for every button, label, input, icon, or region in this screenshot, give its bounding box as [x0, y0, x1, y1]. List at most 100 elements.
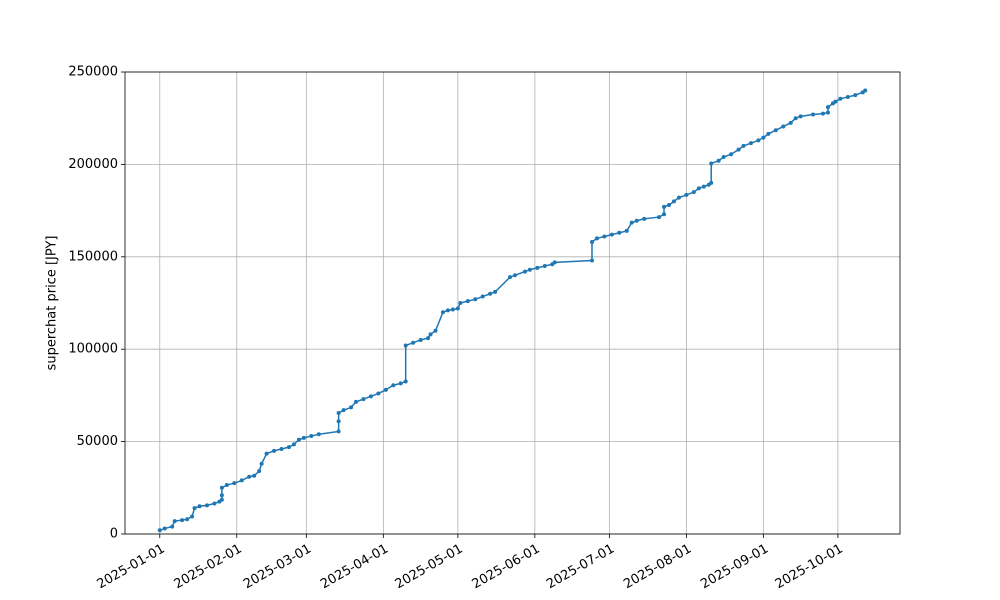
plot-frame — [124, 71, 901, 535]
data-point — [721, 155, 726, 160]
data-point — [602, 234, 607, 239]
data-point — [219, 485, 224, 490]
data-point — [716, 158, 721, 163]
data-point — [349, 405, 354, 410]
data-point — [811, 112, 816, 117]
data-point — [480, 294, 485, 299]
data-point — [232, 481, 237, 486]
data-point — [301, 435, 306, 440]
data-point — [662, 212, 667, 217]
data-point — [157, 528, 162, 533]
x-tick-label: 2025-06-01 — [470, 542, 543, 593]
data-point — [729, 152, 734, 157]
x-tick-label: 2025-08-01 — [621, 542, 694, 593]
data-point — [609, 232, 614, 237]
x-tick-label: 2025-10-01 — [773, 542, 846, 593]
data-point — [594, 236, 599, 241]
data-point — [383, 387, 388, 392]
data-point — [617, 230, 622, 235]
data-point — [336, 419, 341, 424]
data-point — [336, 429, 341, 434]
data-point — [259, 461, 264, 466]
data-point — [411, 340, 416, 345]
data-point — [465, 299, 470, 304]
data-point — [440, 310, 445, 315]
y-tick-label: 200000 — [68, 157, 118, 172]
data-point — [219, 497, 224, 502]
data-point — [684, 192, 689, 197]
data-point — [657, 215, 662, 220]
data-point — [825, 105, 830, 110]
data-point — [368, 394, 373, 399]
x-tick-label: 2025-04-01 — [318, 542, 391, 593]
data-point — [825, 110, 830, 115]
data-point — [671, 199, 676, 204]
data-point — [170, 524, 175, 529]
data-point — [341, 408, 346, 413]
data-point — [709, 161, 714, 166]
x-tick-label: 2025-05-01 — [393, 542, 466, 593]
x-tick-label: 2025-02-01 — [172, 542, 245, 593]
data-point — [403, 379, 408, 384]
y-tick-label: 250000 — [68, 65, 118, 80]
data-point — [748, 141, 753, 146]
x-tick-label: 2025-07-01 — [544, 542, 617, 593]
data-point — [272, 448, 277, 453]
data-point — [642, 216, 647, 221]
data-point — [552, 260, 557, 265]
data-point — [845, 94, 850, 99]
data-point — [376, 391, 381, 396]
data-point — [493, 289, 498, 294]
data-point — [403, 343, 408, 348]
data-point — [185, 517, 190, 522]
data-point — [820, 111, 825, 116]
data-point — [542, 264, 547, 269]
data-point — [793, 116, 798, 121]
data-point — [172, 519, 177, 524]
y-tick-label: 150000 — [68, 249, 118, 264]
data-point — [736, 147, 741, 152]
data-point — [336, 410, 341, 415]
data-point — [773, 128, 778, 133]
data-point — [180, 518, 185, 523]
data-point — [398, 381, 403, 386]
data-point — [527, 267, 532, 272]
y-tick-label: 0 — [110, 527, 118, 542]
data-point — [204, 503, 209, 508]
data-point — [522, 269, 527, 274]
data-point — [676, 195, 681, 200]
data-point — [296, 437, 301, 442]
y-axis-label: superchat price [JPY] — [45, 236, 60, 371]
data-point — [279, 446, 284, 451]
data-point — [788, 120, 793, 125]
data-point — [701, 184, 706, 189]
data-point — [838, 96, 843, 101]
data-point — [264, 451, 269, 456]
data-point — [418, 337, 423, 342]
data-point — [247, 474, 252, 479]
data-point — [433, 328, 438, 333]
y-tick-label: 50000 — [77, 434, 118, 449]
data-point — [162, 526, 167, 531]
data-point — [455, 306, 460, 311]
data-point — [508, 275, 513, 280]
y-tick-label: 100000 — [68, 342, 118, 357]
data-point — [634, 218, 639, 223]
data-point — [589, 258, 594, 263]
data-point — [535, 265, 540, 270]
x-tick-label: 2025-01-01 — [95, 542, 168, 593]
data-point — [219, 493, 224, 498]
data-point — [512, 273, 517, 278]
data-point — [426, 336, 431, 341]
data-point — [473, 297, 478, 302]
data-point — [833, 99, 838, 104]
data-point — [696, 186, 701, 191]
data-point — [662, 204, 667, 209]
data-point — [257, 469, 262, 474]
x-tick-label: 2025-09-01 — [698, 542, 771, 593]
data-point — [589, 240, 594, 245]
data-point — [629, 220, 634, 225]
data-point — [428, 332, 433, 337]
data-point — [391, 383, 396, 388]
